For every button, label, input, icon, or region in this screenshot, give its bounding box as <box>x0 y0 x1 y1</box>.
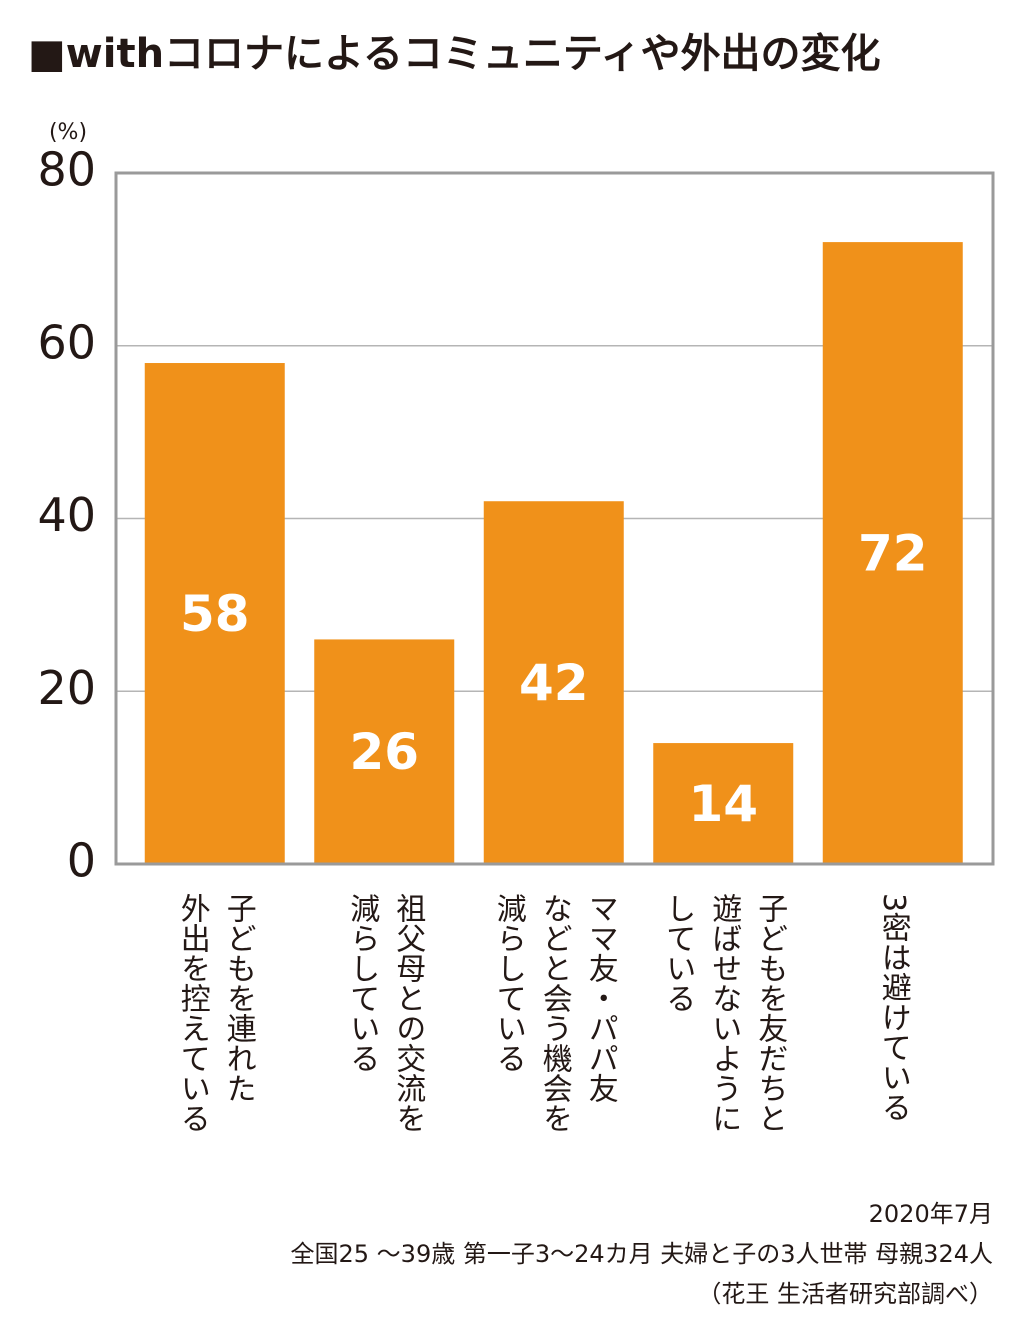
x-tick-label-line: 祖父母との交流を <box>390 893 426 1133</box>
x-tick-label: 3密は避けている <box>874 893 912 1122</box>
x-tick-label-line: 子どもを連れた <box>220 893 256 1103</box>
chart-title: ■withコロナによるコミュニティや外出の変化 <box>28 31 880 77</box>
bar <box>314 639 455 864</box>
bar <box>483 501 624 864</box>
note: 2020年7月 <box>868 1200 993 1228</box>
x-tick-label-line: などと会う機会を <box>536 893 572 1133</box>
data-label: 72 <box>858 525 928 583</box>
y-tick-label: 60 <box>37 315 96 369</box>
x-tick-label: 祖父母との交流を 減らしている <box>342 893 426 1133</box>
note: （花王 生活者研究部調べ） <box>697 1280 993 1308</box>
note: 全国25 〜39歳 第一子3〜24カ月 夫婦と子の3人世帯 母親324人 <box>290 1240 993 1268</box>
data-label: 14 <box>688 775 758 833</box>
bar <box>653 743 794 864</box>
x-tick-label: 子どもを連れた 外出を控えている <box>173 893 257 1133</box>
x-tick-label-line: 3密は避けている <box>875 893 911 1123</box>
x-tick-label-line: している <box>660 893 696 1013</box>
data-label: 58 <box>180 585 250 643</box>
x-tick-label-line: 減らしている <box>490 893 526 1073</box>
x-tick-label-line: 子どもを友だちと <box>752 893 788 1133</box>
data-label: 26 <box>349 723 419 781</box>
y-tick-label: 20 <box>37 661 96 715</box>
bar <box>822 242 963 865</box>
x-tick-label: ママ友・パパ友 などと会う機会を 減らしている <box>489 893 619 1133</box>
x-tick-label-line: 遊ばせないように <box>706 893 742 1133</box>
x-tick-label-line: ママ友・パパ友 <box>582 893 618 1103</box>
y-tick-label: 40 <box>37 488 96 542</box>
x-tick-label: 子どもを友だちと 遊ばせないように している <box>658 893 788 1133</box>
plot-frame <box>114 171 995 866</box>
data-label: 42 <box>519 654 589 712</box>
bar <box>144 363 285 864</box>
x-tick-label-line: 減らしている <box>344 893 380 1073</box>
y-unit: (%) <box>49 120 87 145</box>
y-tick-label: 0 <box>67 834 96 888</box>
y-tick-label: 80 <box>37 143 96 197</box>
x-tick-label-line: 外出を控えている <box>174 893 210 1133</box>
